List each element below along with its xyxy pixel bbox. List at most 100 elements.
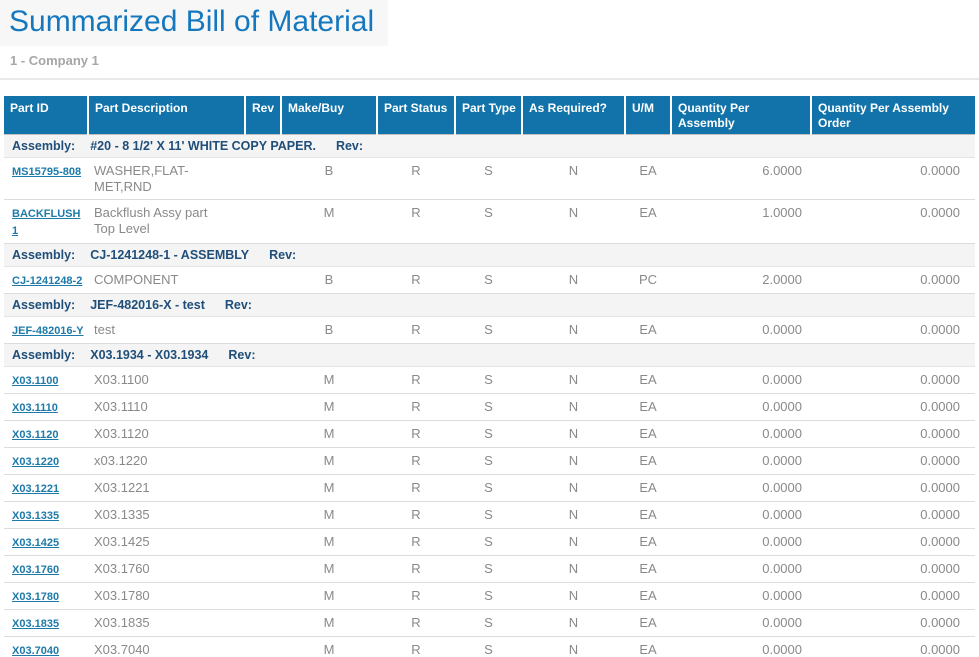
description-cell: X03.7040 (94, 641, 150, 657)
um-cell: EA (639, 533, 657, 549)
make-buy-cell: B (324, 162, 334, 178)
qty-per-assembly-cell: 0.0000 (762, 452, 802, 468)
assembly-value: #20 - 8 1/2' X 11' WHITE COPY PAPER. (90, 138, 316, 153)
qty-per-assembly-order-cell: 0.0000 (920, 204, 960, 220)
part-id-link[interactable]: X03.1120 (12, 428, 59, 441)
as-required-cell: N (568, 271, 579, 287)
part-id-link[interactable]: X03.1335 (12, 509, 60, 522)
as-required-cell: N (568, 479, 579, 495)
qty-per-assembly-cell: 0.0000 (762, 614, 802, 630)
assembly-header-row: Assembly: CJ-1241248-1 - ASSEMBLY Rev: (4, 242, 975, 267)
part-id-link[interactable]: X03.1760 (12, 563, 60, 576)
table-header: Part ID Part Description Rev Make/Buy Part S… (4, 96, 975, 134)
part-status-cell: R (411, 204, 421, 220)
part-id-link[interactable]: X03.1220 (12, 455, 60, 468)
part-id-link[interactable]: CJ-1241248-2 (12, 274, 83, 287)
description-cell: X03.1335 (94, 506, 150, 522)
part-status-cell: R (411, 560, 421, 576)
part-id-link[interactable]: X03.1221 (12, 482, 60, 495)
as-required-cell: N (568, 452, 579, 468)
qty-per-assembly-order-cell: 0.0000 (920, 641, 960, 657)
assembly-value: CJ-1241248-1 - ASSEMBLY (90, 247, 250, 262)
assembly-header-row: Assembly: #20 - 8 1/2' X 11' WHITE COPY P… (4, 133, 975, 158)
assembly-value: JEF-482016-X - test (90, 297, 205, 312)
qty-per-assembly-cell: 1.0000 (762, 204, 802, 220)
as-required-cell: N (568, 641, 579, 657)
qty-per-assembly-cell: 0.0000 (762, 560, 802, 576)
part-status-cell: R (411, 641, 421, 657)
part-row: X03.1425 X03.1425 M R S N EA 0.0000 0.0000 (4, 528, 975, 556)
part-type-cell: S (484, 321, 493, 337)
part-id-link[interactable]: X03.1835 (12, 617, 60, 630)
description-cell: WASHER,FLAT-MET,RND (94, 162, 189, 194)
as-required-cell: N (568, 533, 579, 549)
part-type-cell: S (484, 425, 493, 441)
qty-per-assembly-cell: 0.0000 (762, 425, 802, 441)
part-row: X03.1120 X03.1120 M R S N EA 0.0000 0.0000 (4, 420, 975, 448)
as-required-cell: N (568, 425, 579, 441)
part-row: JEF-482016-Y test B R S N EA 0.0000 0.0000 (4, 316, 975, 344)
assembly-rev-label: Rev: (224, 297, 252, 312)
make-buy-cell: M (323, 452, 335, 468)
description-cell: COMPONENT (94, 271, 179, 287)
part-row: X03.1780 X03.1780 M R S N EA 0.0000 0.0000 (4, 582, 975, 610)
part-type-cell: S (484, 506, 493, 522)
description-cell: test (94, 321, 115, 337)
as-required-cell: N (568, 398, 579, 414)
part-status-cell: R (411, 452, 421, 468)
column-header-as-required: As Required? (522, 96, 626, 134)
column-header-part-type: Part Type (455, 96, 523, 134)
qty-per-assembly-order-cell: 0.0000 (920, 271, 960, 287)
um-cell: EA (639, 452, 657, 468)
part-row: X03.1220 x03.1220 M R S N EA 0.0000 0.0000 (4, 447, 975, 475)
table-header-row: Part ID Part Description Rev Make/Buy Part S… (4, 96, 975, 134)
column-header-part-id: Part ID (4, 96, 89, 134)
as-required-cell: N (568, 587, 579, 603)
part-row: BACKFLUSH1 Backflush Assy part Top Level M… (4, 199, 975, 244)
description-cell: X03.1221 (94, 479, 150, 495)
qty-per-assembly-order-cell: 0.0000 (920, 321, 960, 337)
qty-per-assembly-cell: 0.0000 (762, 587, 802, 603)
description-cell: x03.1220 (94, 452, 148, 468)
bom-table: Part ID Part Description Rev Make/Buy Part S… (4, 96, 975, 657)
um-cell: PC (638, 271, 658, 287)
part-status-cell: R (411, 587, 421, 603)
part-type-cell: S (484, 587, 493, 603)
make-buy-cell: M (323, 587, 335, 603)
description-cell: X03.1425 (94, 533, 150, 549)
part-row: X03.1760 X03.1760 M R S N EA 0.0000 0.0000 (4, 555, 975, 583)
part-type-cell: S (484, 479, 493, 495)
as-required-cell: N (568, 614, 579, 630)
column-header-make-buy: Make/Buy (281, 96, 378, 134)
qty-per-assembly-cell: 0.0000 (762, 641, 802, 657)
make-buy-cell: M (323, 533, 335, 549)
part-id-link[interactable]: X03.1780 (12, 590, 60, 603)
header-divider (0, 78, 979, 80)
qty-per-assembly-cell: 0.0000 (762, 479, 802, 495)
assembly-label: Assembly: (12, 297, 76, 312)
um-cell: EA (639, 162, 657, 178)
description-cell: X03.1835 (94, 614, 150, 630)
part-id-link[interactable]: X03.1110 (12, 401, 58, 414)
part-id-link[interactable]: X03.1100 (12, 374, 59, 387)
part-status-cell: R (411, 425, 421, 441)
make-buy-cell: M (323, 204, 335, 220)
qty-per-assembly-cell: 2.0000 (762, 271, 802, 287)
part-status-cell: R (411, 271, 421, 287)
part-id-link[interactable]: BACKFLUSH1 (12, 207, 81, 237)
part-id-link[interactable]: X03.1425 (12, 536, 60, 549)
part-id-link[interactable]: X03.7040 (12, 644, 60, 657)
part-row: MS15795-808 WASHER,FLAT-MET,RND B R S N EA 6.00… (4, 157, 975, 200)
part-id-link[interactable]: MS15795-808 (12, 165, 82, 178)
qty-per-assembly-order-cell: 0.0000 (920, 398, 960, 414)
part-row: X03.1100 X03.1100 M R S N EA 0.0000 0.0000 (4, 366, 975, 394)
part-type-cell: S (484, 398, 493, 414)
make-buy-cell: B (324, 271, 334, 287)
part-id-link[interactable]: JEF-482016-Y (12, 324, 84, 337)
part-status-cell: R (411, 371, 421, 387)
column-header-qty-per-assembly-order: Quantity Per Assembly Order (811, 96, 975, 134)
qty-per-assembly-order-cell: 0.0000 (920, 479, 960, 495)
um-cell: EA (639, 479, 657, 495)
part-status-cell: R (411, 162, 421, 178)
